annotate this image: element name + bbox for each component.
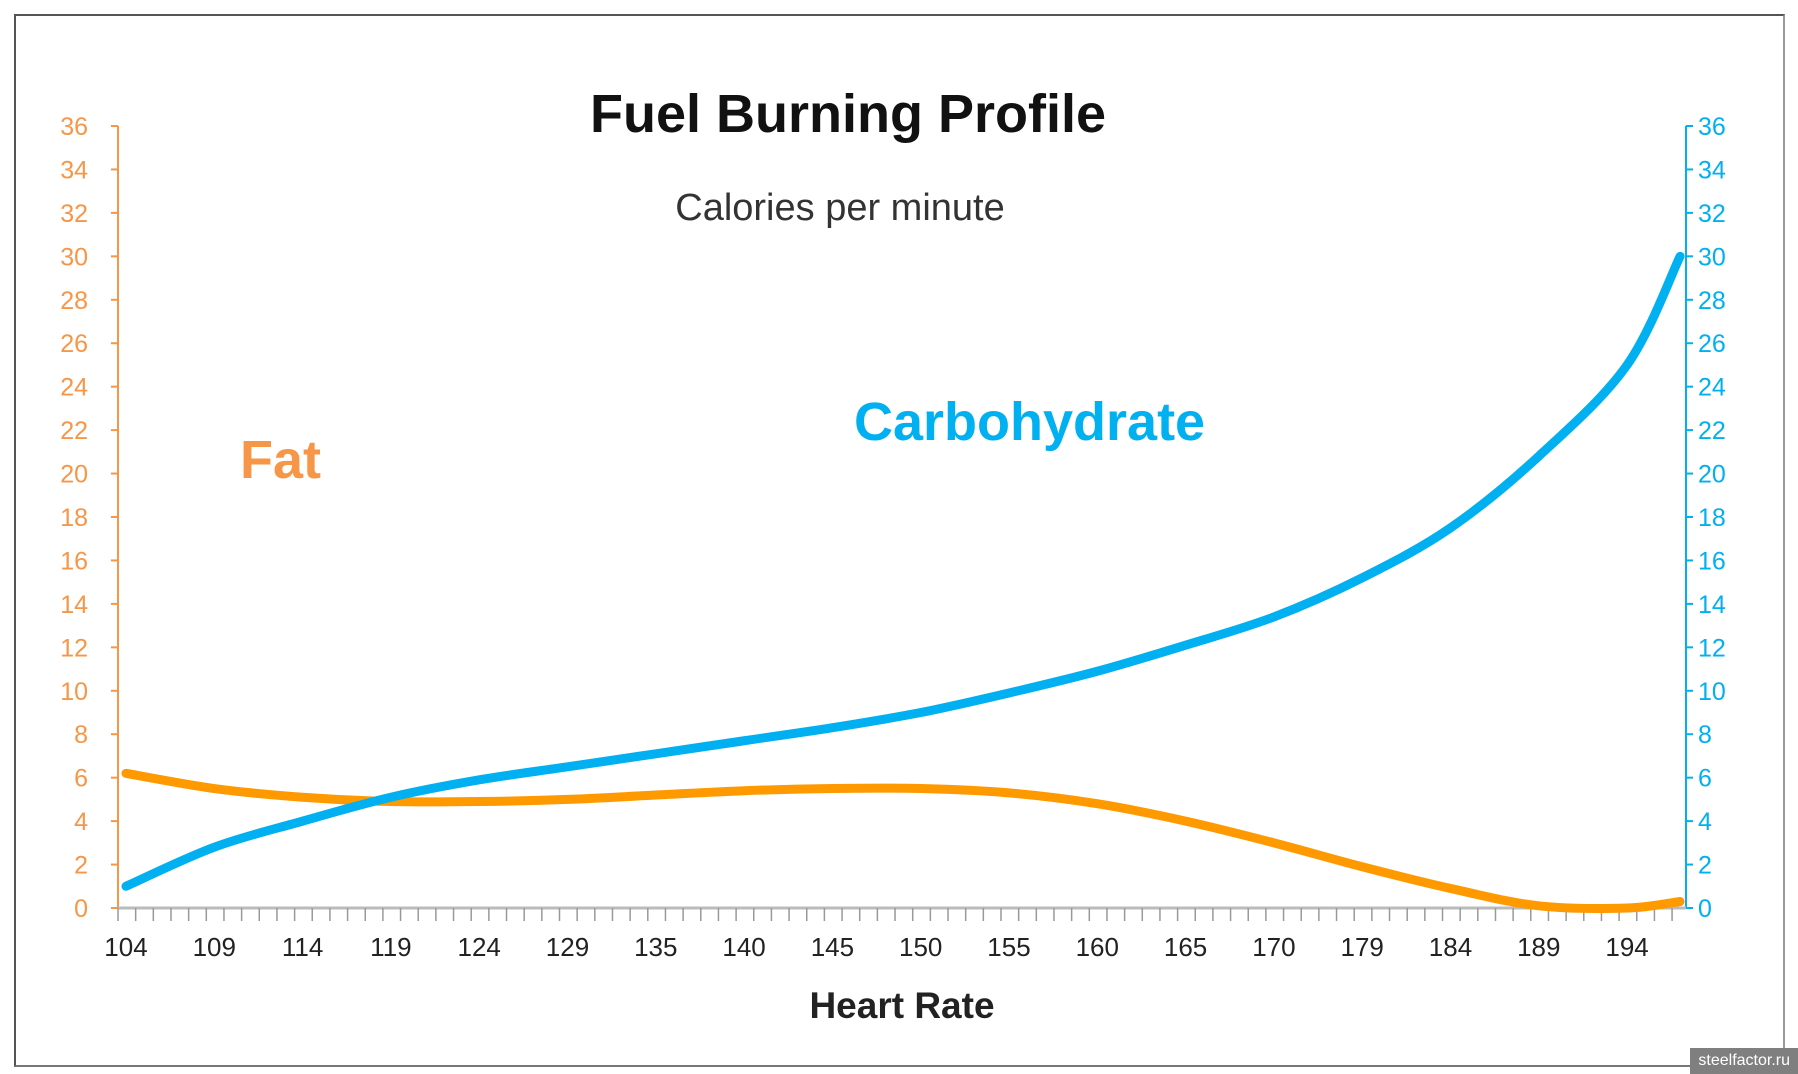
left-y-tick-label: 14: [60, 591, 88, 619]
right-y-tick-label: 2: [1698, 852, 1712, 880]
left-y-tick-label: 18: [60, 504, 88, 532]
x-tick-label: 194: [1605, 932, 1648, 962]
right-y-tick-label: 10: [1698, 678, 1726, 706]
left-y-tick-label: 10: [60, 678, 88, 706]
x-tick-label: 184: [1429, 932, 1472, 962]
chart-subtitle: Calories per minute: [675, 187, 1004, 229]
right-y-tick-label: 20: [1698, 461, 1726, 489]
right-y-tick-label: 34: [1698, 156, 1726, 184]
left-y-tick-label: 36: [60, 113, 88, 141]
x-tick-label: 114: [282, 932, 323, 962]
left-y-tick-label: 24: [60, 374, 88, 402]
left-y-tick-label: 20: [60, 461, 88, 489]
x-tick-label: 104: [104, 932, 147, 962]
right-y-tick-label: 6: [1698, 765, 1712, 793]
left-y-tick-label: 30: [60, 243, 88, 271]
left-y-tick-label: 16: [60, 547, 88, 575]
left-y-tick-label: 26: [60, 330, 88, 358]
x-tick-label: 129: [546, 932, 589, 962]
series-line-fat: [121, 768, 1685, 913]
left-y-tick-label: 32: [60, 200, 88, 228]
x-tick-label: 165: [1164, 932, 1207, 962]
x-tick-label: 150: [899, 932, 942, 962]
right-y-tick-label: 18: [1698, 504, 1726, 532]
x-tick-label: 155: [987, 932, 1030, 962]
left-y-tick-label: 4: [74, 808, 88, 836]
right-y-tick-label: 32: [1698, 200, 1726, 228]
left-y-tick-label: 6: [74, 765, 88, 793]
watermark: steelfactor.ru: [1690, 1048, 1798, 1074]
x-tick-label: 145: [811, 932, 854, 962]
series-label-fat: Fat: [240, 430, 321, 490]
right-y-tick-label: 0: [1698, 895, 1712, 923]
right-y-tick-label: 14: [1698, 591, 1726, 619]
right-y-tick-label: 28: [1698, 287, 1726, 315]
x-tick-label: 119: [370, 932, 411, 962]
left-y-tick-label: 2: [74, 852, 88, 880]
right-y-tick-label: 36: [1698, 113, 1726, 141]
right-y-tick-label: 22: [1698, 417, 1726, 445]
right-y-tick-label: 12: [1698, 634, 1726, 662]
right-y-tick-label: 30: [1698, 243, 1726, 271]
series-line-carbohydrate: [121, 251, 1685, 891]
right-y-tick-label: 16: [1698, 547, 1726, 575]
series-label-carbohydrate: Carbohydrate: [854, 392, 1205, 452]
left-y-tick-label: 8: [74, 721, 88, 749]
x-tick-label: 160: [1076, 932, 1119, 962]
right-y-tick-label: 24: [1698, 374, 1726, 402]
x-tick-label: 135: [634, 932, 677, 962]
x-tick-label: 179: [1341, 932, 1384, 962]
left-y-tick-label: 12: [60, 634, 88, 662]
x-axis-label: Heart Rate: [809, 985, 994, 1026]
left-y-tick-label: 0: [74, 895, 88, 923]
x-tick-label: 189: [1517, 932, 1560, 962]
x-tick-label: 140: [722, 932, 765, 962]
left-y-tick-label: 28: [60, 287, 88, 315]
chart-frame: [14, 14, 1785, 1067]
right-y-tick-label: 26: [1698, 330, 1726, 358]
chart-title: Fuel Burning Profile: [590, 84, 1106, 144]
left-y-tick-label: 22: [60, 417, 88, 445]
left-y-tick-label: 34: [60, 156, 88, 184]
x-tick-label: 109: [193, 932, 236, 962]
right-y-tick-label: 8: [1698, 721, 1712, 749]
x-tick-label: 124: [458, 932, 501, 962]
right-y-tick-label: 4: [1698, 808, 1712, 836]
x-tick-label: 170: [1252, 932, 1295, 962]
